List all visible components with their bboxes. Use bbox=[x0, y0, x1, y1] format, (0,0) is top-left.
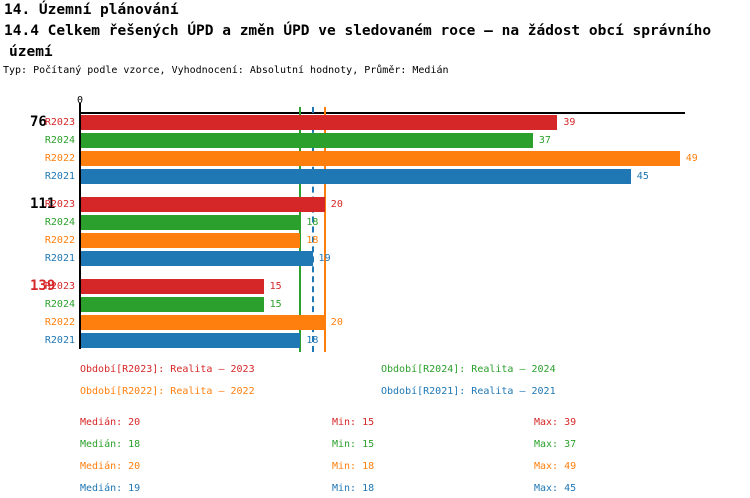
bar-value-label: 20 bbox=[330, 199, 343, 210]
bar-value-label: 39 bbox=[563, 117, 576, 128]
bar-R2021 bbox=[81, 333, 300, 348]
median-line-R2024 bbox=[299, 107, 302, 352]
bar-row-label: R2021 bbox=[44, 335, 75, 346]
bar-R2024 bbox=[81, 133, 533, 148]
chart-title-line1: 14.4 Celkem řešených ÚPD a změn ÚPD ve s… bbox=[4, 23, 712, 39]
bar-row-label: R2022 bbox=[44, 153, 75, 164]
stat-max-R2023: Max: 39 bbox=[534, 417, 577, 428]
bar-row-label: R2023 bbox=[44, 281, 75, 292]
bar-R2023 bbox=[81, 115, 557, 130]
stat-median-R2023: Medián: 20 bbox=[80, 417, 141, 428]
x-axis-line bbox=[80, 112, 685, 114]
bar-R2021 bbox=[81, 169, 631, 184]
bar-value-label: 18 bbox=[306, 217, 319, 228]
bar-row-label: R2023 bbox=[44, 199, 75, 210]
bar-value-label: 37 bbox=[538, 135, 551, 146]
bar-R2024 bbox=[81, 215, 300, 230]
bar-value-label: 18 bbox=[306, 235, 319, 246]
group-label-139: 139 bbox=[30, 278, 56, 294]
report-section-title: 14. Územní plánování bbox=[4, 2, 179, 18]
stat-min-R2021: Min: 18 bbox=[332, 483, 375, 494]
bar-R2024 bbox=[81, 297, 264, 312]
stat-min-R2023: Min: 15 bbox=[332, 417, 375, 428]
stat-median-R2022: Medián: 20 bbox=[80, 461, 141, 472]
bar-value-label: 49 bbox=[685, 153, 698, 164]
stat-max-R2024: Max: 37 bbox=[534, 439, 577, 450]
bar-row-label: R2022 bbox=[44, 235, 75, 246]
stat-max-R2022: Max: 49 bbox=[534, 461, 577, 472]
bar-row-label: R2024 bbox=[44, 299, 75, 310]
stat-median-R2021: Medián: 19 bbox=[80, 483, 141, 494]
bar-row-label: R2021 bbox=[44, 253, 75, 264]
bar-row-label: R2024 bbox=[44, 135, 75, 146]
stat-median-R2024: Medián: 18 bbox=[80, 439, 141, 450]
bar-R2023 bbox=[81, 197, 325, 212]
stat-min-R2024: Min: 15 bbox=[332, 439, 375, 450]
legend-item-R2022: Období[R2022]: Realita – 2022 bbox=[80, 386, 255, 397]
stat-max-R2021: Max: 45 bbox=[534, 483, 577, 494]
bar-value-label: 18 bbox=[306, 335, 319, 346]
chart-meta-info: Typ: Počítaný podle vzorce, Vyhodnocení:… bbox=[3, 65, 449, 76]
bar-row-label: R2023 bbox=[44, 117, 75, 128]
bar-R2022 bbox=[81, 151, 680, 166]
chart-title-line2: území bbox=[9, 44, 53, 60]
legend-item-R2024: Období[R2024]: Realita – 2024 bbox=[381, 364, 556, 375]
bar-row-label: R2022 bbox=[44, 317, 75, 328]
bar-value-label: 20 bbox=[330, 317, 343, 328]
median-line-R2021 bbox=[311, 107, 314, 352]
legend-item-R2023: Období[R2023]: Realita – 2023 bbox=[80, 364, 255, 375]
bar-R2022 bbox=[81, 315, 325, 330]
y-axis-line bbox=[79, 112, 81, 349]
x-axis-tick-label: 0 bbox=[76, 95, 84, 106]
group-label-111: 111 bbox=[30, 196, 56, 212]
legend-item-R2021: Období[R2021]: Realita – 2021 bbox=[381, 386, 556, 397]
bar-value-label: 15 bbox=[269, 299, 282, 310]
bar-row-label: R2024 bbox=[44, 217, 75, 228]
bar-value-label: 45 bbox=[636, 171, 649, 182]
stat-min-R2022: Min: 18 bbox=[332, 461, 375, 472]
bar-value-label: 19 bbox=[318, 253, 331, 264]
median-line-R2022 bbox=[323, 107, 326, 352]
bar-R2022 bbox=[81, 233, 300, 248]
bar-R2021 bbox=[81, 251, 313, 266]
group-label-76: 76 bbox=[30, 114, 47, 130]
bar-R2023 bbox=[81, 279, 264, 294]
x-axis-tick bbox=[79, 103, 81, 112]
bar-row-label: R2021 bbox=[44, 171, 75, 182]
bar-value-label: 15 bbox=[269, 281, 282, 292]
